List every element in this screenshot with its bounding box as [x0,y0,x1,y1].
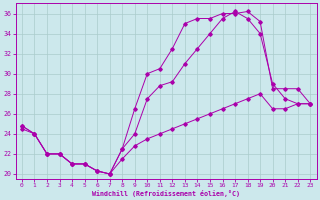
X-axis label: Windchill (Refroidissement éolien,°C): Windchill (Refroidissement éolien,°C) [92,190,240,197]
